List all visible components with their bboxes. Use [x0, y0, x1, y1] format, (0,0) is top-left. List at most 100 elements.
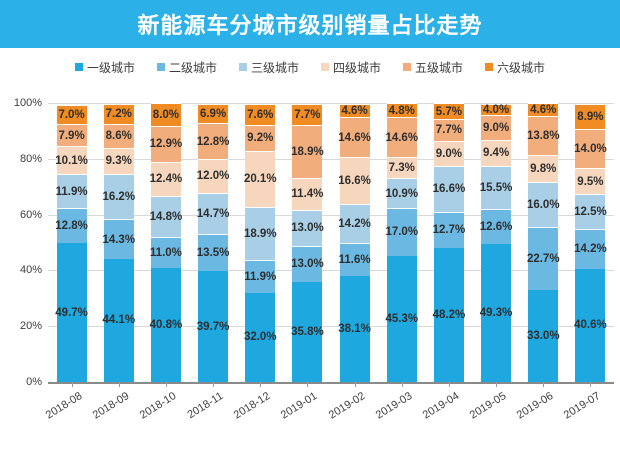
legend-item[interactable]: 三级城市 — [238, 59, 299, 76]
bar-segment[interactable]: 16.0% — [527, 181, 560, 227]
bar-segment[interactable]: 9.8% — [528, 154, 559, 182]
bar-column[interactable]: 40.8% 11.0% 14.8% 12.4% 12.9% 8.0% — [149, 103, 183, 382]
bar-segment[interactable]: 14.8% — [150, 196, 182, 238]
bar-segment[interactable]: 16.6% — [338, 157, 371, 204]
bar-segment[interactable]: 4.8% — [386, 103, 417, 117]
bar-segment[interactable]: 12.4% — [149, 161, 183, 197]
bar-column[interactable]: 38.1% 11.6% 14.2% 16.6% 14.6% 4.6% — [338, 103, 371, 382]
legend-item[interactable]: 六级城市 — [485, 59, 545, 76]
bar-segment[interactable]: 6.9% — [198, 104, 229, 124]
bar-segment[interactable]: 14.2% — [574, 229, 607, 269]
bar-segment[interactable]: 18.9% — [244, 206, 277, 260]
bar-segment[interactable]: 35.8% — [291, 282, 324, 382]
bar-segment[interactable]: 4.6% — [528, 103, 559, 116]
bar-segment[interactable]: 12.9% — [149, 125, 183, 162]
bar-segment[interactable]: 14.6% — [385, 116, 418, 158]
bar-segment[interactable]: 38.1% — [338, 275, 371, 382]
bar-segment[interactable]: 7.7% — [292, 103, 323, 126]
x-axis-line — [48, 382, 614, 384]
bar-segment[interactable]: 13.0% — [291, 245, 324, 283]
bar-column[interactable]: 35.8% 13.0% 13.0% 11.4% 18.9% 7.7% — [291, 103, 324, 382]
bar-segment-value: 8.6% — [105, 130, 132, 143]
bar-segment[interactable]: 7.7% — [433, 119, 464, 141]
gridline — [48, 326, 614, 328]
bar-column[interactable]: 49.7% 12.8% 11.9% 10.1% 7.9% 7.0% — [55, 103, 88, 382]
bar-segment[interactable]: 14.0% — [574, 128, 607, 168]
bar-segment[interactable]: 22.7% — [527, 226, 560, 290]
bar-segment[interactable]: 49.3% — [480, 244, 512, 382]
bar-segment[interactable]: 7.2% — [103, 103, 134, 124]
bar-segment[interactable]: 13.8% — [527, 116, 560, 155]
bar-segment[interactable]: 7.9% — [56, 124, 87, 147]
stacked-bars: 49.7% 12.8% 11.9% 10.1% 7.9% 7.0% 44.1% 14.3% 16… — [48, 103, 614, 382]
bar-segment[interactable]: 8.0% — [150, 103, 181, 126]
bar-segment[interactable]: 33.0% — [527, 289, 560, 382]
bar-segment[interactable]: 7.3% — [386, 157, 417, 178]
bar-segment[interactable]: 9.2% — [245, 125, 276, 151]
bar-segment[interactable]: 10.1% — [55, 146, 88, 175]
legend-item[interactable]: 一级城市 — [74, 59, 135, 76]
bar-segment[interactable]: 11.9% — [56, 174, 88, 208]
bar-segment[interactable]: 9.0% — [433, 140, 464, 166]
legend-item[interactable]: 五级城市 — [403, 59, 463, 76]
bar-segment[interactable]: 14.2% — [338, 203, 371, 244]
bar-segment[interactable]: 7.6% — [245, 103, 276, 126]
bar-segment[interactable]: 12.8% — [197, 123, 229, 160]
bar-segment[interactable]: 14.6% — [338, 116, 371, 158]
bar-segment[interactable]: 39.7% — [197, 271, 229, 382]
bar-segment[interactable]: 12.5% — [574, 194, 607, 230]
bar-segment[interactable]: 4.6% — [339, 103, 370, 117]
bar-segment[interactable]: 44.1% — [102, 258, 135, 382]
bar-segment[interactable]: 9.4% — [481, 139, 512, 167]
bar-segment[interactable]: 9.3% — [103, 147, 134, 174]
bar-segment[interactable]: 16.2% — [102, 173, 135, 220]
bar-segment[interactable]: 45.3% — [385, 255, 418, 382]
bar-segment[interactable]: 9.0% — [481, 114, 512, 140]
bar-segment[interactable]: 13.0% — [291, 209, 324, 246]
bar-segment[interactable]: 13.5% — [197, 233, 229, 272]
bar-segment[interactable]: 9.5% — [575, 167, 606, 195]
bar-segment[interactable]: 12.7% — [433, 212, 465, 248]
bar-column[interactable]: 45.3% 17.0% 10.9% 7.3% 14.6% 4.8% — [385, 103, 418, 382]
bar-segment[interactable]: 16.6% — [433, 165, 465, 213]
bar-segment[interactable]: 32.0% — [244, 292, 277, 382]
bar-segment[interactable]: 48.2% — [433, 247, 465, 382]
legend-item[interactable]: 四级城市 — [321, 59, 381, 76]
bar-column[interactable]: 32.0% 11.9% 18.9% 20.1% 9.2% 7.6% — [244, 103, 277, 382]
bar-segment[interactable]: 14.3% — [102, 219, 135, 259]
bar-segment[interactable]: 14.7% — [197, 192, 229, 234]
bar-segment[interactable]: 17.0% — [385, 208, 418, 256]
bar-column[interactable]: 39.7% 13.5% 14.7% 12.0% 12.8% 6.9% — [197, 103, 229, 382]
bar-segment[interactable]: 8.6% — [103, 123, 134, 148]
bar-segment[interactable]: 11.0% — [150, 237, 182, 269]
bar-segment[interactable]: 10.9% — [385, 177, 418, 209]
bar-segment[interactable]: 11.9% — [244, 259, 276, 293]
bar-column[interactable]: 48.2% 12.7% 16.6% 9.0% 7.7% 5.7% — [433, 103, 465, 382]
bar-column[interactable]: 49.3% 12.6% 15.5% 9.4% 9.0% 4.0% — [480, 103, 512, 382]
bar-segment[interactable]: 5.7% — [433, 103, 464, 120]
bar-segment[interactable]: 12.0% — [197, 159, 229, 193]
bar-column[interactable]: 40.6% 14.2% 12.5% 9.5% 14.0% 8.9% — [574, 103, 607, 382]
bar-segment-value: 12.9% — [149, 138, 183, 151]
legend-item[interactable]: 二级城市 — [156, 59, 217, 76]
bar-segment-value: 49.7% — [55, 306, 88, 319]
bar-segment-value: 35.8% — [291, 326, 324, 339]
bar-segment[interactable]: 20.1% — [244, 150, 277, 207]
bar-segment[interactable]: 40.8% — [150, 268, 182, 382]
page-title: 新能源车分城市级别销量占比走势 — [137, 13, 483, 38]
bar-segment[interactable]: 40.6% — [574, 268, 607, 382]
bar-column[interactable]: 44.1% 14.3% 16.2% 9.3% 8.6% 7.2% — [102, 103, 135, 382]
bar-segment[interactable]: 8.9% — [575, 103, 606, 129]
y-axis-tick-label: 40% — [19, 264, 42, 277]
bar-segment[interactable]: 7.0% — [56, 104, 87, 125]
bar-segment[interactable]: 15.5% — [480, 166, 512, 210]
bar-segment[interactable]: 18.9% — [291, 125, 324, 178]
bar-segment[interactable]: 4.0% — [481, 103, 512, 116]
bar-column[interactable]: 33.0% 22.7% 16.0% 9.8% 13.8% 4.6% — [527, 103, 560, 382]
bar-segment[interactable]: 12.6% — [480, 209, 512, 245]
bar-segment[interactable]: 12.8% — [55, 207, 88, 244]
bar-segment[interactable]: 11.4% — [291, 177, 323, 210]
bar-segment[interactable]: 11.6% — [339, 243, 371, 276]
bar-segment-value: 12.4% — [149, 173, 183, 186]
bar-segment[interactable]: 49.7% — [55, 243, 88, 382]
